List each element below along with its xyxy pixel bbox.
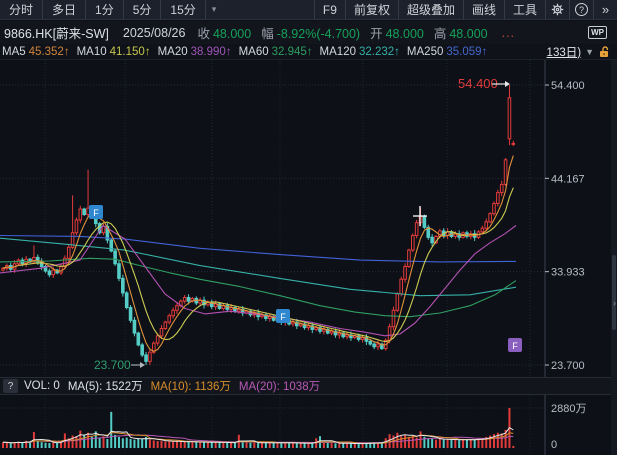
volume-help-icon[interactable]: ? — [3, 379, 18, 393]
vol-ma20-value: MA(20): 1038万 — [238, 381, 321, 393]
toolbar-right-group: F9 前复权 超级叠加 画线 工具 ? » — [313, 0, 617, 19]
volume-axis-labels: 2880万 0 — [551, 403, 586, 451]
super-overlay-button[interactable]: 超级叠加 — [397, 0, 463, 19]
vol-value: VOL: 0 — [24, 380, 60, 392]
f-flag-badge[interactable]: F — [276, 309, 290, 323]
ma20-indicator: MA20 38.990↑ — [157, 45, 232, 58]
gear-icon[interactable] — [545, 0, 569, 19]
chevron-down-icon[interactable]: ▼ — [585, 46, 594, 57]
change-field: 幅 -8.92%(-4.700) — [261, 27, 361, 41]
tab-multiday[interactable]: 多日 — [43, 0, 87, 19]
stock-info-bar: 9866.HK[蔚来-SW] 2025/08/26 收 48.000 幅 -8.92… — [0, 21, 617, 44]
volume-chart[interactable]: 2880万 0 — [0, 395, 617, 455]
unlock-icon[interactable] — [598, 45, 611, 58]
svg-text:23.700: 23.700 — [551, 360, 585, 372]
svg-text:2880万: 2880万 — [551, 403, 586, 415]
ma250-line — [0, 234, 517, 263]
change-value: -8.92%(-4.700) — [276, 27, 361, 41]
candles — [1, 85, 516, 366]
crosshair-cursor — [413, 206, 427, 226]
ma10-line — [2, 187, 514, 343]
ma-indicator-bar: MA5 45.352↑ MA10 41.150↑ MA20 38.990↑ MA60 3… — [0, 44, 617, 60]
vertical-scrollbar[interactable] — [611, 60, 617, 455]
tab-1min[interactable]: 1分 — [86, 0, 124, 19]
button-label: 工具 — [512, 3, 537, 17]
svg-text:F: F — [93, 208, 99, 218]
tab-label: 分时 — [9, 3, 34, 17]
f-flag-badge[interactable]: F — [508, 338, 522, 352]
wp-badge-icon[interactable]: WP — [588, 26, 607, 39]
tab-5min[interactable]: 5分 — [124, 0, 162, 19]
low-price-label: 23.700 — [94, 358, 131, 372]
tab-label: 15分 — [170, 3, 196, 17]
ma250-indicator: MA250 35.059↑ — [406, 45, 488, 58]
vol-ma10-value: MA(10): 1136万 — [150, 381, 231, 393]
ma120-line — [0, 237, 517, 297]
edge-arrow-icon[interactable]: › — [613, 298, 616, 308]
svg-text:54.400: 54.400 — [551, 80, 585, 92]
forward-adjust-button[interactable]: 前复权 — [344, 0, 398, 19]
ma20-line — [0, 224, 517, 337]
scrollbar-thumb[interactable] — [612, 255, 616, 330]
svg-text:44.167: 44.167 — [551, 173, 585, 185]
tab-15min[interactable]: 15分 — [161, 0, 206, 19]
draw-line-button[interactable]: 画线 — [462, 0, 504, 19]
tab-label: 5分 — [132, 3, 152, 17]
period-selector[interactable]: 133日) — [546, 46, 582, 59]
tab-label: 1分 — [95, 3, 114, 17]
close-value: 48.000 — [212, 27, 252, 41]
f9-button[interactable]: F9 — [313, 0, 345, 19]
price-axis-labels: 54.400 44.167 33.933 23.700 — [545, 80, 585, 372]
close-field: 收 48.000 — [197, 27, 252, 41]
ma60-indicator: MA60 32.945↑ — [238, 45, 313, 58]
button-label: 画线 — [471, 3, 496, 17]
more-chevrons-icon[interactable]: » — [593, 0, 617, 19]
high-price-label: 54.400 — [458, 76, 498, 91]
volume-indicator-bar: ? VOL: 0 MA(5): 1522万 MA(10): 1136万 MA(2… — [0, 377, 617, 395]
tab-timeshare[interactable]: 分时 — [0, 0, 44, 19]
help-icon[interactable]: ? — [569, 0, 593, 19]
button-label: F9 — [322, 2, 337, 17]
svg-text:33.933: 33.933 — [551, 267, 585, 279]
ma60-line — [0, 257, 517, 318]
grid-lines — [0, 60, 545, 377]
ma5-line — [2, 155, 514, 352]
trade-date: 2025/08/26 — [122, 25, 186, 40]
ma120-indicator: MA120 32.232↑ — [319, 45, 400, 58]
svg-text:0: 0 — [551, 439, 557, 451]
svg-text:F: F — [512, 341, 518, 351]
top-toolbar: 分时 多日 1分 5分 15分 ▾ F9 前复权 超级叠加 画线 工具 ? » — [0, 0, 617, 20]
tools-button[interactable]: 工具 — [503, 0, 545, 19]
f-flag-badge[interactable]: F — [89, 205, 103, 219]
main-candlestick-chart[interactable]: 54.400 44.167 33.933 23.700 54.400 23.700 F F F — [0, 60, 617, 377]
period-dropdown-icon[interactable]: ▾ — [211, 4, 217, 14]
tab-label: 多日 — [52, 3, 77, 17]
button-label: 前复权 — [353, 3, 390, 17]
help-glyph: ? — [575, 3, 588, 16]
vol-ma5-line — [2, 426, 514, 445]
ma5-indicator: MA5 45.352↑ — [2, 45, 70, 58]
button-label: 超级叠加 — [406, 3, 455, 17]
ma10-indicator: MA10 41.150↑ — [76, 45, 151, 58]
open-field: 开 48.000 — [370, 27, 424, 41]
svg-text:F: F — [280, 312, 286, 322]
annotations: 54.400 23.700 — [94, 76, 510, 372]
stock-symbol[interactable]: 9866.HK[蔚来-SW] — [4, 27, 109, 41]
open-value: 48.000 — [385, 27, 424, 41]
high-value: 48.000 — [449, 27, 488, 41]
vol-ma5-value: MA(5): 1522万 — [67, 381, 143, 393]
ellipsis-more[interactable]: ... — [501, 25, 516, 40]
high-field: 高 48.000 — [433, 27, 488, 41]
